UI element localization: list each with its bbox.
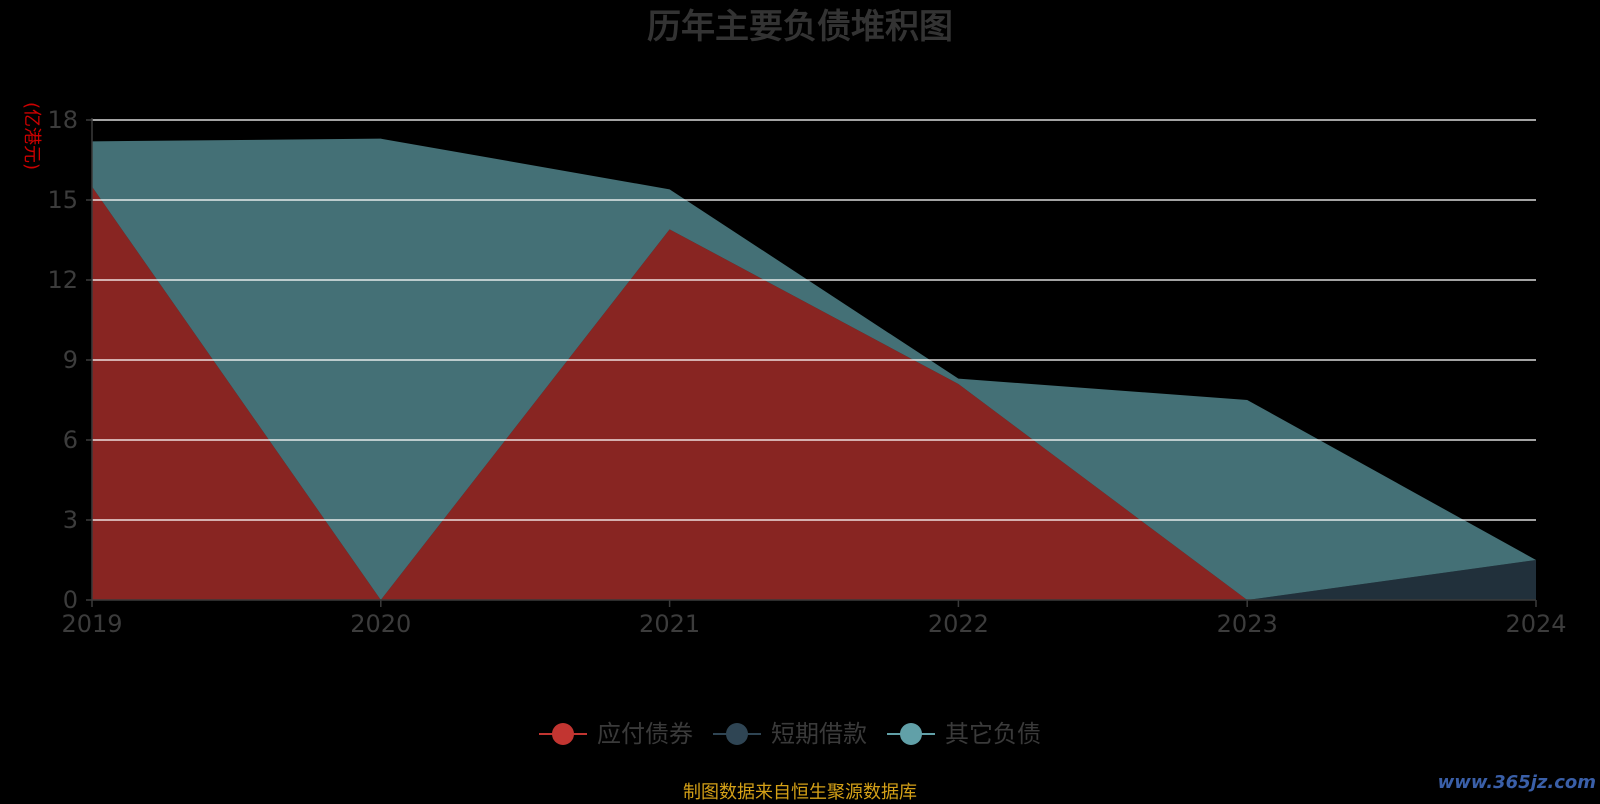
legend-label-3: 其它负债 bbox=[945, 720, 1041, 748]
legend: 应付债券 短期借款 其它负债 bbox=[539, 720, 1041, 748]
plot-area: 0 3 6 9 12 15 18 2019 2020 2021 2022 2023 2024 bbox=[47, 106, 1566, 638]
x-tick-label-2023: 2023 bbox=[1217, 610, 1278, 638]
legend-marker-2 bbox=[726, 723, 748, 745]
y-tick-label-0: 0 bbox=[63, 586, 78, 614]
y-tick-label-15: 15 bbox=[47, 186, 78, 214]
chart-title: 历年主要负债堆积图 bbox=[647, 7, 953, 47]
x-tick-label-2019: 2019 bbox=[61, 610, 122, 638]
legend-marker-3 bbox=[900, 723, 922, 745]
x-tick-label-2024: 2024 bbox=[1505, 610, 1566, 638]
y-axis-unit: (亿港元) bbox=[21, 102, 42, 170]
area-1 bbox=[92, 186, 1536, 600]
legend-label-1: 应付债券 bbox=[597, 720, 693, 748]
area-3 bbox=[92, 138, 1536, 600]
x-tick-label-2022: 2022 bbox=[928, 610, 989, 638]
y-tick-label-6: 6 bbox=[63, 426, 78, 454]
legend-marker-1 bbox=[552, 723, 574, 745]
y-tick-label-18: 18 bbox=[47, 106, 78, 134]
x-tick-label-2020: 2020 bbox=[350, 610, 411, 638]
data-source-note: 制图数据来自恒生聚源数据库 bbox=[683, 782, 917, 803]
y-tick-label-9: 9 bbox=[63, 346, 78, 374]
legend-label-2: 短期借款 bbox=[771, 720, 867, 748]
y-tick-label-12: 12 bbox=[47, 266, 78, 294]
watermark: www.365jz.com bbox=[1437, 772, 1596, 793]
y-tick-label-3: 3 bbox=[63, 506, 78, 534]
x-tick-label-2021: 2021 bbox=[639, 610, 700, 638]
